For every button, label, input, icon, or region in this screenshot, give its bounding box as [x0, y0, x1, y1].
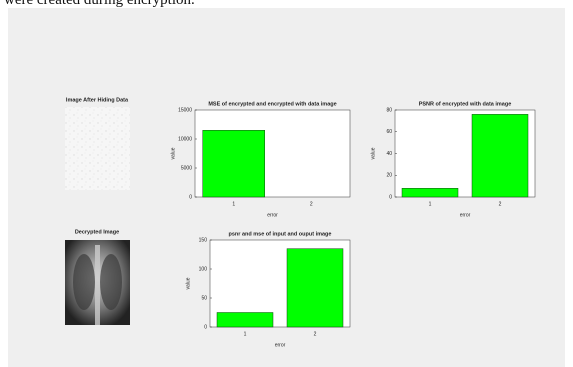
y-tick-label: 60	[386, 129, 392, 135]
y-tick-label: 10000	[178, 136, 192, 142]
y-tick-label: 80	[386, 107, 392, 113]
y-tick-label: 0	[189, 194, 192, 200]
chart-title: psnr and mse of input and ouput image	[229, 231, 332, 237]
y-tick-label: 15000	[178, 107, 192, 113]
y-tick-label: 40	[386, 151, 392, 157]
y-tick-label: 100	[199, 266, 208, 272]
x-tick-label: 2	[310, 201, 313, 207]
image-title: Decrypted Image	[75, 229, 119, 235]
x-tick-label: 2	[499, 201, 502, 207]
x-tick-label: 1	[244, 331, 247, 337]
y-tick-label: 0	[204, 324, 207, 330]
bar	[217, 313, 273, 328]
y-tick-label: 20	[386, 173, 392, 179]
bar	[402, 188, 458, 197]
y-axis-label: value	[370, 147, 376, 159]
page: were created during encryption. Image Af…	[0, 0, 573, 367]
chart-title: MSE of encrypted and encrypted with data…	[208, 101, 336, 107]
bar	[203, 130, 265, 197]
figure: Image After Hiding Data Decrypted Image …	[0, 0, 573, 367]
x-tick-label: 2	[314, 331, 317, 337]
y-tick-label: 5000	[181, 165, 192, 171]
image-title: Image After Hiding Data	[66, 97, 129, 103]
image-decrypted	[65, 240, 130, 325]
y-axis-label: value	[185, 277, 191, 289]
y-tick-label: 150	[199, 237, 208, 243]
x-axis-label: error	[460, 212, 471, 218]
x-tick-label: 1	[429, 201, 432, 207]
image-hidden-data	[65, 107, 130, 190]
chart-title: PSNR of encrypted with data image	[419, 101, 512, 107]
y-tick-label: 0	[389, 194, 392, 200]
y-tick-label: 50	[201, 295, 207, 301]
bar	[472, 114, 528, 197]
bar	[287, 249, 343, 327]
y-axis-label: value	[170, 147, 176, 159]
x-axis-label: error	[267, 212, 278, 218]
x-axis-label: error	[275, 342, 286, 348]
x-tick-label: 1	[232, 201, 235, 207]
